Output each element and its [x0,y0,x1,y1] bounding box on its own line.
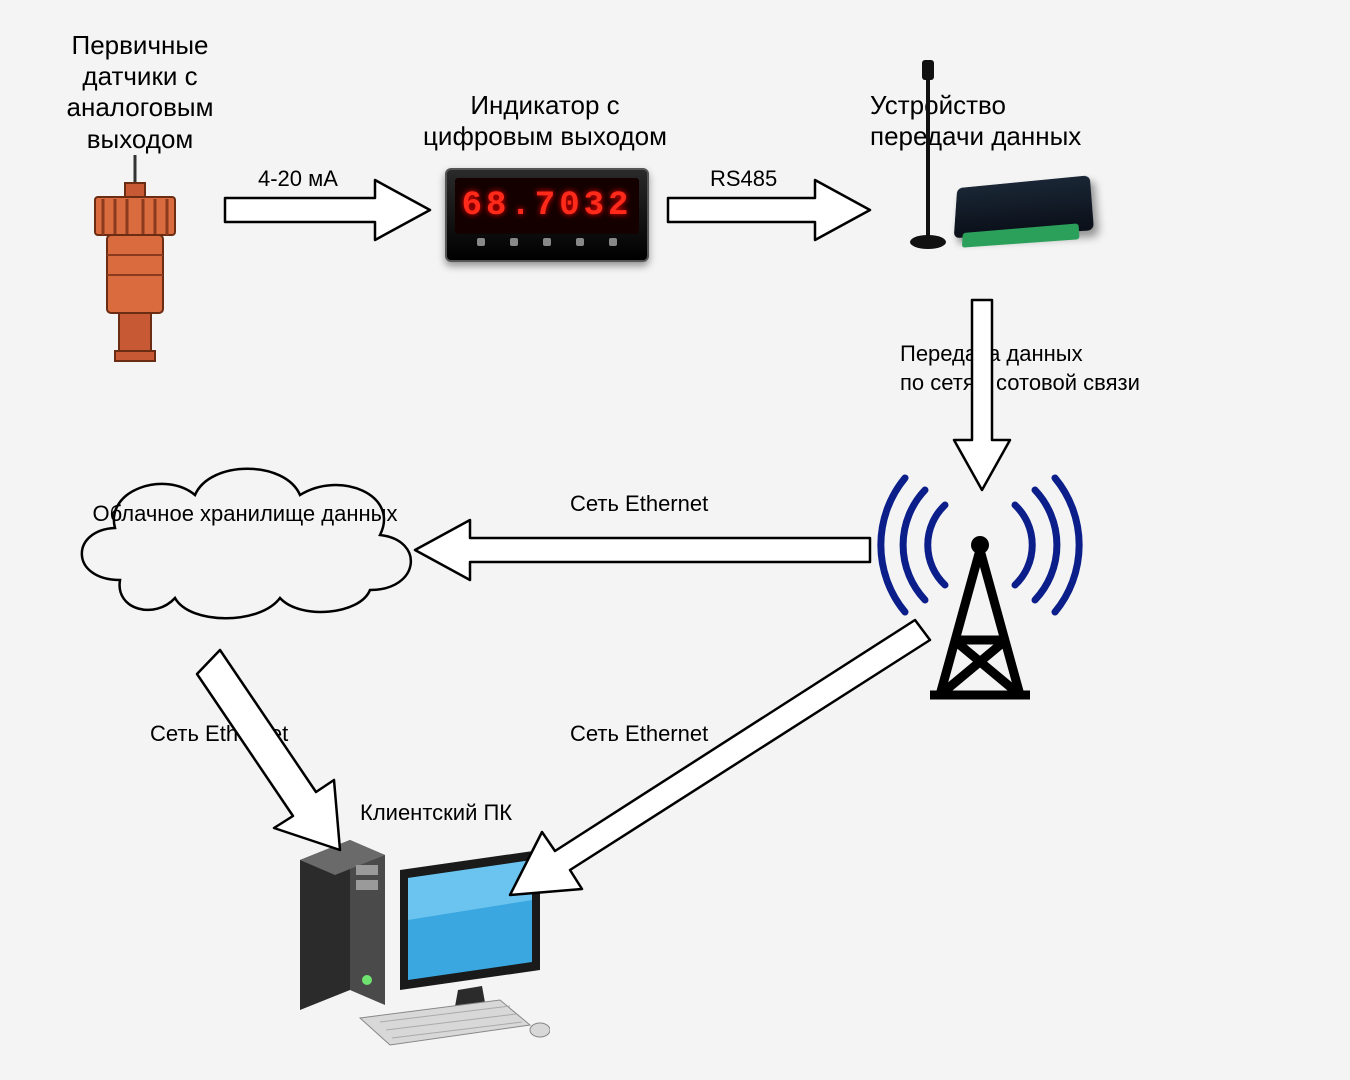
diagram-canvas: Первичные датчики с аналоговым выходом И… [0,0,1350,1080]
edge-label-ethernet-cloud: Сеть Ethernet [570,490,708,519]
arrow-cloud-pc [197,650,340,850]
sensor-icon [85,155,185,385]
cloud-icon: Облачное хранилище данных [60,440,430,630]
cell-tower-icon [870,470,1090,700]
edge-label-4-20ma: 4-20 мА [258,165,338,194]
edge-label-cellular: Передача данных по сетям сотовой связи [900,340,1140,397]
pc-label: Клиентский ПК [360,800,580,826]
client-pc-icon [290,830,550,1050]
indicator-buttons [447,238,647,260]
sensor-label: Первичные датчики с аналоговым выходом [30,30,250,155]
indicator-icon: 68.7032 [445,168,649,262]
edge-label-ethernet-pc-cloud: Сеть Ethernet [150,720,288,749]
arrow-tower-pc [510,620,930,895]
edge-label-rs485: RS485 [710,165,777,194]
arrow-tower-cloud [415,520,870,580]
modem-icon [900,180,1090,260]
indicator-display: 68.7032 [455,178,639,234]
modem-label: Устройство передачи данных [870,90,1170,152]
edge-label-ethernet-pc-tower: Сеть Ethernet [570,720,708,749]
indicator-label: Индикатор с цифровым выходом [380,90,710,152]
cloud-label: Облачное хранилище данных [60,500,430,529]
